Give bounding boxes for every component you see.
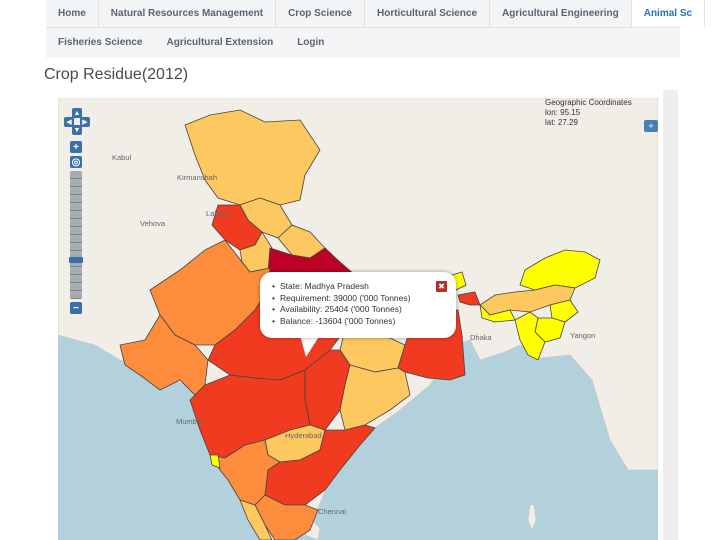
label-kabul: Kabul — [112, 153, 132, 162]
pan-left-button[interactable]: ◀ — [64, 117, 74, 127]
coordinate-readout: Geographic Coordinates lon: 95.15 lat: 2… — [545, 98, 632, 128]
pan-up-button[interactable]: ▲ — [72, 108, 82, 118]
popup-requirement: Requirement: 39000 ('000 Tonnes) — [272, 293, 444, 305]
state-kerala — [239, 499, 273, 540]
coords-title: Geographic Coordinates — [545, 98, 632, 107]
label-mumbai: Mumbai — [176, 417, 203, 426]
nav-crop-science[interactable]: Crop Science — [276, 0, 365, 27]
zoom-in-button[interactable]: + — [70, 141, 82, 153]
nav-home[interactable]: Home — [46, 0, 99, 27]
page-scrollbar[interactable] — [663, 90, 678, 540]
pan-down-button[interactable]: ▼ — [72, 125, 82, 135]
minus-icon: − — [73, 302, 79, 314]
nav-natural-resources[interactable]: Natural Resources Management — [99, 0, 277, 27]
state-info-popup: State: Madhya Pradesh Requirement: 39000… — [260, 272, 456, 338]
state-karnataka — [209, 439, 281, 506]
nav-row-secondary: Fisheries Science Agricultural Extension… — [46, 28, 680, 56]
state-goa — [209, 454, 221, 469]
top-navigation: Home Natural Resources Management Crop S… — [46, 0, 706, 58]
zoom-control: + ◎ − — [69, 141, 84, 317]
andaman-islands — [527, 504, 537, 531]
zoom-slider[interactable] — [69, 171, 83, 299]
layer-switcher-button[interactable]: + — [644, 120, 658, 132]
label-hyderabad: Hyderabad — [285, 431, 322, 440]
nav-animal-science[interactable]: Animal Sc — [631, 0, 706, 27]
close-icon[interactable]: ✖ — [436, 281, 447, 292]
globe-icon: ◎ — [71, 156, 81, 168]
zoom-out-button[interactable]: − — [70, 302, 82, 314]
pan-arrows-icon: ▲ ◀ ▶ ▼ — [64, 108, 90, 135]
state-jammu-kashmir — [184, 109, 321, 206]
coords-lat: lat: 27.29 — [545, 118, 578, 127]
popup-balance: Balance: -13604 ('000 Tonnes) — [272, 316, 444, 328]
coords-lon: lon: 95.15 — [545, 108, 581, 117]
label-kirmanshah: Kirmanshah — [177, 173, 217, 182]
world-view-button[interactable]: ◎ — [70, 156, 82, 168]
label-chennai: Chennai — [318, 507, 346, 516]
label-lahore: Lahore — [206, 209, 229, 218]
label-yangon: Yangon — [570, 331, 595, 340]
popup-availability: Availability: 25404 ('000 Tonnes) — [272, 304, 444, 316]
zoom-slider-handle[interactable] — [69, 257, 83, 263]
nav-horticultural-science[interactable]: Horticultural Science — [365, 0, 491, 27]
state-odisha — [339, 364, 411, 431]
state-tripura-mizoram — [514, 311, 546, 361]
page-title: Crop Residue(2012) — [44, 66, 189, 83]
plus-icon: + — [73, 141, 79, 153]
popup-tail — [300, 335, 320, 357]
nav-agricultural-engineering[interactable]: Agricultural Engineering — [490, 0, 632, 27]
state-nagaland — [549, 299, 579, 323]
state-arunachal — [519, 249, 601, 291]
state-tamil-nadu — [254, 494, 319, 540]
pan-right-button[interactable]: ▶ — [80, 117, 90, 127]
nav-fisheries-science[interactable]: Fisheries Science — [58, 36, 143, 48]
state-bengal-strip — [457, 291, 481, 306]
popup-list: State: Madhya Pradesh Requirement: 39000… — [272, 281, 444, 327]
label-dhaka: Dhaka — [470, 333, 493, 342]
popup-state: State: Madhya Pradesh — [272, 281, 444, 293]
label-vehova: Vehova — [140, 219, 166, 228]
nav-agricultural-extension[interactable]: Agricultural Extension — [166, 36, 274, 48]
nav-row-primary: Home Natural Resources Management Crop S… — [46, 0, 706, 28]
nav-login[interactable]: Login — [297, 36, 325, 48]
